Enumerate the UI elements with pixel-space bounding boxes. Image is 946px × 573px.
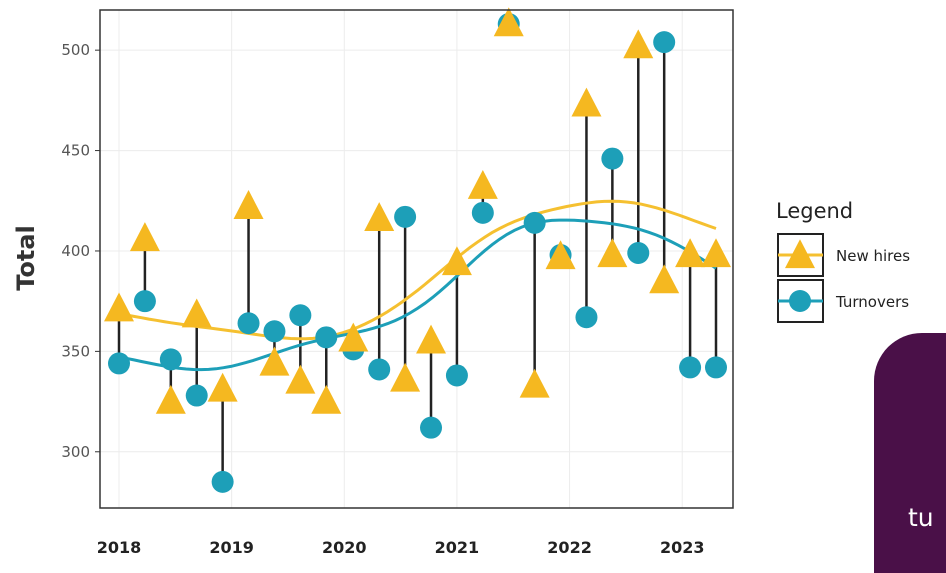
new-hires-point bbox=[364, 202, 395, 231]
chart: 300 350 400 450 500 2018 2019 2020 2021 2022 2023… bbox=[12, 7, 910, 557]
turnovers-point bbox=[159, 348, 182, 371]
new-hires-point bbox=[545, 240, 576, 270]
legend-key-triangle-icon bbox=[785, 239, 815, 269]
y-tick-label: 450 bbox=[61, 142, 90, 160]
corner-panel bbox=[874, 333, 946, 573]
turnovers-point bbox=[368, 358, 391, 381]
smooth-curve-turnovers bbox=[118, 218, 717, 372]
new-hires-point bbox=[285, 364, 316, 394]
turnovers-point bbox=[679, 356, 702, 379]
new-hires-point bbox=[338, 322, 369, 352]
corner-panel-text: tu bbox=[908, 503, 934, 532]
new-hires-point bbox=[571, 87, 602, 117]
new-hires-point bbox=[623, 29, 654, 59]
new-hires-point bbox=[467, 169, 498, 199]
turnovers-point bbox=[263, 320, 286, 343]
connector-lines bbox=[117, 42, 718, 482]
turnovers-point bbox=[394, 205, 417, 228]
new-hires-point bbox=[181, 298, 212, 328]
legend-label-turnovers: Turnovers bbox=[835, 293, 909, 311]
legend-label-new-hires: New hires bbox=[836, 247, 910, 265]
new-hires-point bbox=[207, 372, 238, 402]
turnovers-point bbox=[471, 201, 494, 224]
new-hires-point bbox=[597, 238, 628, 268]
legend-key-circle-icon bbox=[789, 290, 811, 312]
legend: Legend New hires Turnovers bbox=[776, 199, 910, 323]
turnovers-point bbox=[420, 416, 443, 439]
plot-frame bbox=[99, 9, 734, 509]
turnovers-point bbox=[133, 290, 156, 313]
turnovers-point bbox=[445, 364, 468, 387]
new-hires-point bbox=[129, 222, 160, 252]
new-hires-point bbox=[259, 346, 290, 376]
new-hires-point bbox=[233, 190, 264, 219]
smooth-curves bbox=[118, 199, 717, 372]
new-hires-point bbox=[701, 238, 731, 268]
y-tick-label: 400 bbox=[61, 242, 90, 260]
turnovers-point bbox=[601, 147, 624, 170]
y-tick-label: 300 bbox=[61, 443, 90, 461]
turnovers-point bbox=[705, 356, 727, 379]
new-hires-point bbox=[441, 246, 472, 276]
data-markers bbox=[104, 7, 731, 493]
x-axis-ticks: 2018 2019 2020 2021 2022 2023 bbox=[97, 538, 705, 557]
turnovers-point bbox=[523, 211, 546, 234]
turnovers-point bbox=[237, 312, 260, 335]
y-tick-label: 350 bbox=[61, 342, 90, 360]
x-tick-label: 2021 bbox=[435, 538, 480, 557]
x-tick-label: 2018 bbox=[97, 538, 142, 557]
y-tick-label: 500 bbox=[61, 41, 90, 59]
new-hires-point bbox=[675, 238, 706, 268]
turnovers-point bbox=[108, 352, 130, 375]
x-tick-label: 2022 bbox=[547, 538, 592, 557]
legend-title: Legend bbox=[776, 199, 853, 223]
y-axis-ticks: 300 350 400 450 500 bbox=[61, 41, 100, 461]
new-hires-point bbox=[519, 368, 550, 398]
turnovers-point bbox=[185, 384, 208, 407]
smooth-curve-new-hires bbox=[118, 199, 717, 341]
new-hires-point bbox=[155, 384, 186, 414]
turnovers-point bbox=[315, 326, 338, 349]
x-tick-label: 2020 bbox=[322, 538, 367, 557]
turnovers-point bbox=[289, 304, 312, 327]
turnovers-point bbox=[211, 470, 234, 493]
new-hires-point bbox=[390, 362, 421, 392]
y-axis-label: Total bbox=[12, 225, 40, 291]
turnovers-point bbox=[627, 241, 650, 264]
new-hires-point bbox=[649, 264, 680, 294]
new-hires-point bbox=[493, 7, 524, 37]
x-tick-label: 2019 bbox=[209, 538, 254, 557]
x-tick-label: 2023 bbox=[660, 538, 705, 557]
turnovers-point bbox=[575, 306, 598, 329]
new-hires-point bbox=[104, 292, 134, 322]
turnovers-point bbox=[653, 31, 676, 54]
new-hires-point bbox=[416, 324, 447, 354]
new-hires-point bbox=[311, 384, 342, 414]
